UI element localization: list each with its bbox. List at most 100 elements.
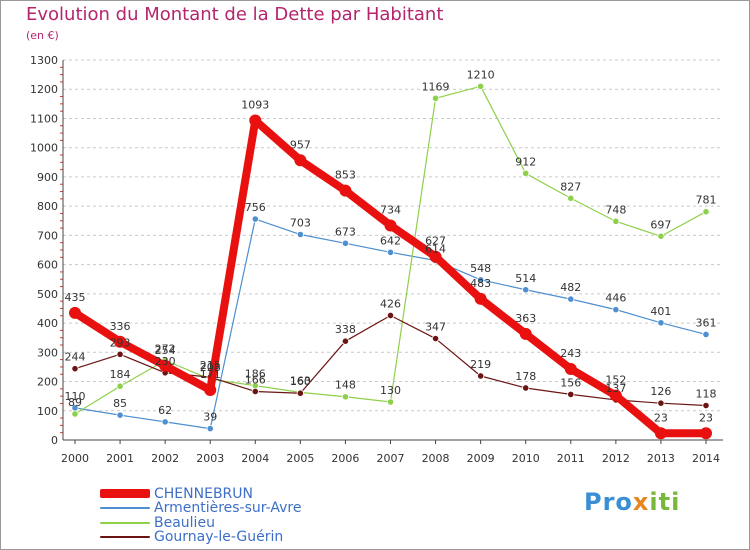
data-point-armentieres-sur-avre [567,295,575,303]
legend-swatch-icon [100,506,150,509]
data-point-armentieres-sur-avre [296,230,304,239]
data-label-gournay-le-guerin: 166 [245,373,266,386]
data-point-chennebrun [159,359,172,372]
data-point-chennebrun [519,327,532,340]
x-tick-label: 2003 [196,452,224,465]
data-point-beaulieu [386,398,395,406]
data-point-gournay-le-guerin [702,401,710,410]
y-tick-label: 900 [37,171,58,184]
y-tick-label: 1300 [30,54,58,67]
proxiti-logo: Proxiti [584,488,680,516]
data-point-chennebrun [114,335,127,348]
data-point-armentieres-sur-avre [522,286,530,294]
legend-swatch-icon [100,535,150,538]
data-label-chennebrun: 853 [335,169,356,182]
data-label-chennebrun: 363 [515,312,536,325]
legend-item-beaulieu: Beaulieu [100,514,215,531]
data-label-armentieres-sur-avre: 446 [605,292,626,305]
data-point-gournay-le-guerin [567,390,575,398]
data-label-armentieres-sur-avre: 703 [290,217,311,230]
data-point-chennebrun [204,384,217,397]
data-point-chennebrun [429,250,442,263]
data-label-chennebrun: 1093 [241,99,269,112]
data-point-beaulieu [567,194,575,202]
data-point-armentieres-sur-avre [612,306,620,314]
legend-swatch-icon [100,521,150,524]
data-point-gournay-le-guerin [296,389,304,397]
data-label-chennebrun: 336 [110,320,131,333]
y-tick-label: 1200 [30,83,58,96]
data-point-chennebrun [609,389,622,402]
legend-label: Armentières-sur-Avre [154,499,302,516]
data-point-beaulieu [657,232,665,240]
data-label-armentieres-sur-avre: 361 [696,316,717,329]
chart-title: Evolution du Montant de la Dette par Hab… [26,4,444,25]
data-point-chennebrun [69,306,81,319]
x-tick-label: 2011 [557,452,585,465]
data-label-gournay-le-guerin: 178 [515,370,536,383]
y-tick-label: 800 [37,200,58,213]
data-label-beaulieu: 184 [110,368,131,381]
y-tick-label: 200 [37,376,58,389]
axes: 0 100 200 300 400 500 600 700 800 900 1000 1100 1200… [30,54,723,465]
legend-label: CHENNEBRUN [154,485,253,502]
data-label-beaulieu: 748 [605,203,626,216]
legend-label: Gournay-le-Guérin [154,528,284,545]
y-tick-label: 500 [37,288,58,301]
legend-item-chennebrun: CHENNEBRUN [100,485,253,502]
data-point-armentieres-sur-avre [161,418,169,426]
data-point-gournay-le-guerin [116,350,124,358]
data-label-armentieres-sur-avre: 62 [158,404,172,417]
data-label-gournay-le-guerin: 338 [335,323,356,336]
y-tick-label: 100 [37,405,58,418]
data-point-beaulieu [477,82,485,90]
data-label-chennebrun: 254 [155,344,176,357]
data-label-beaulieu: 148 [335,379,356,392]
data-point-gournay-le-guerin [522,384,530,392]
data-label-chennebrun: 152 [605,374,626,387]
data-point-chennebrun [339,184,352,197]
logo-part-3: iti [649,488,681,516]
x-tick-label: 2004 [241,452,269,465]
x-tick-label: 2001 [106,452,134,465]
data-label-beaulieu: 1210 [467,68,495,81]
x-tick-label: 2009 [467,452,495,465]
y-tick-label: 300 [37,346,58,359]
data-point-chennebrun [384,219,397,232]
x-tick-label: 2014 [692,452,720,465]
data-label-armentieres-sur-avre: 673 [335,225,356,238]
data-label-beaulieu: 912 [515,155,536,168]
data-label-armentieres-sur-avre: 756 [245,201,266,214]
data-label-gournay-le-guerin: 160 [290,375,311,388]
data-point-chennebrun [654,427,667,440]
data-label-beaulieu: 272 [155,342,176,355]
data-point-armentieres-sur-avre [341,239,350,247]
data-label-armentieres-sur-avre: 514 [515,272,536,285]
data-point-beaulieu [71,410,79,418]
data-label-chennebrun: 243 [560,347,581,360]
legend-label: Beaulieu [154,514,215,531]
y-tick-label: 600 [37,259,58,272]
data-label-beaulieu: 1169 [422,80,450,93]
x-tick-label: 2006 [331,452,359,465]
data-label-armentieres-sur-avre: 642 [380,234,401,247]
data-point-gournay-le-guerin [71,365,79,373]
data-point-armentieres-sur-avre [702,330,710,339]
data-label-chennebrun: 734 [380,203,401,216]
data-point-beaulieu [341,393,350,401]
data-labels: 435 336 254 171 1093 957 853 734 627 483 363 243 152… [65,68,717,424]
data-label-gournay-le-guerin: 347 [425,321,446,334]
data-point-gournay-le-guerin [386,311,395,320]
legend-swatch-icon [100,489,150,498]
data-label-armentieres-sur-avre: 548 [470,262,491,275]
data-label-gournay-le-guerin: 156 [560,376,581,389]
data-point-armentieres-sur-avre [116,411,124,419]
data-point-chennebrun [474,292,487,305]
data-point-chennebrun [249,114,262,127]
data-label-chennebrun: 23 [654,411,668,424]
data-point-armentieres-sur-avre [657,319,665,327]
data-label-chennebrun: 171 [200,368,221,381]
x-tick-label: 2012 [602,452,630,465]
data-label-beaulieu: 697 [650,218,671,231]
